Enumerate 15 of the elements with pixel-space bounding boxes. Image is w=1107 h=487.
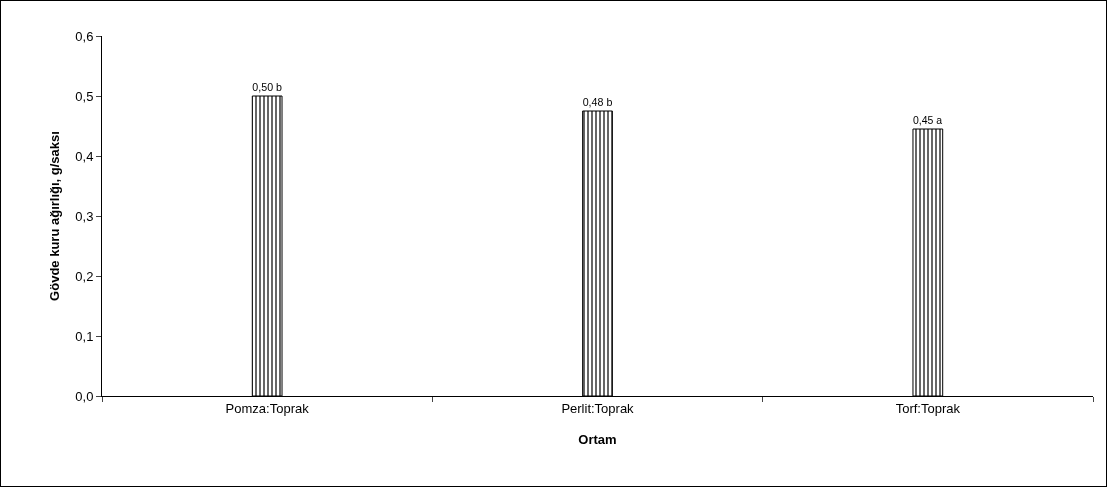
y-tick-label: 0,4 [75, 148, 94, 164]
x-tick-label: Perlit:Toprak [561, 400, 635, 416]
data-label: 0,45 a [912, 114, 943, 126]
x-tick-label: Pomza:Toprak [225, 400, 310, 416]
y-axis-title: Gövde kuru ağırlığı, g/saksı [47, 131, 63, 301]
y-tick-label: 0,5 [75, 88, 94, 104]
y-tick-label: 0,0 [75, 388, 94, 404]
data-label: 0,48 b [582, 95, 613, 108]
y-tick-label: 0,6 [75, 28, 94, 44]
data-label: 0,50 b [252, 80, 283, 93]
x-tick-label: Torf:Toprak [895, 400, 961, 416]
y-tick-label: 0,2 [75, 268, 94, 284]
x-axis-title: Ortam [578, 432, 617, 448]
y-tick-label: 0,1 [75, 328, 94, 344]
y-tick-label: 0,3 [75, 208, 94, 224]
